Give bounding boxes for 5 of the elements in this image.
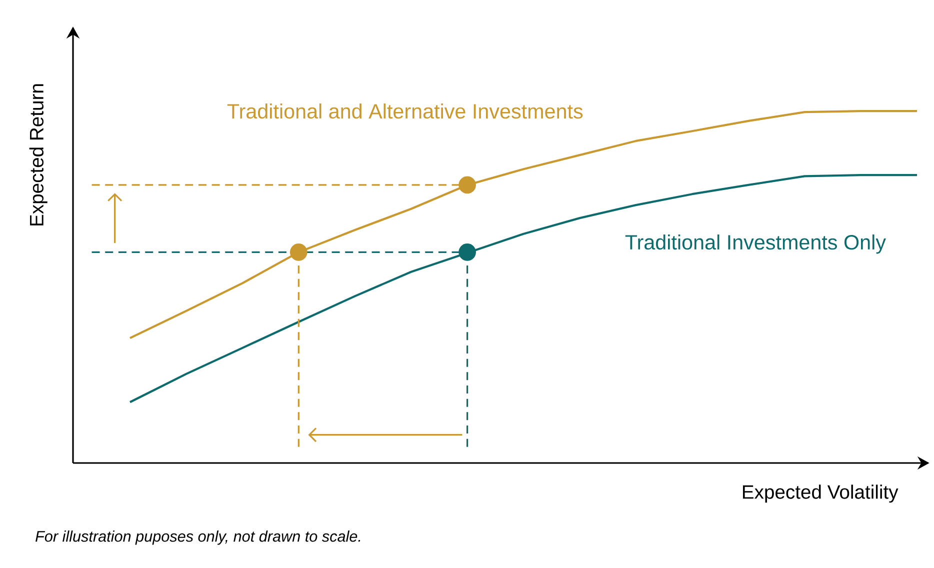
- x-axis-title: Expected Volatility: [742, 484, 898, 503]
- text: For illustration puposes only, not drawn to scale.: [36, 530, 360, 545]
- y-axis-title: Expected Return: [29, 84, 48, 226]
- series-label: Traditional Investments Only: [625, 234, 886, 254]
- series-label: Traditional and Alternative Investments: [227, 103, 583, 119]
